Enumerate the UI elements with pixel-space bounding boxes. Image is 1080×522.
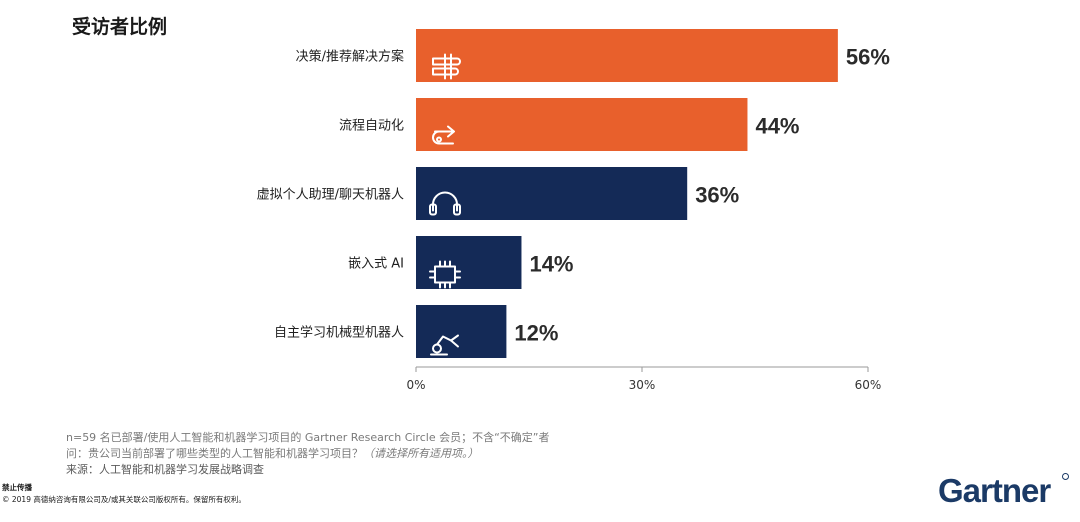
signpost-icon xyxy=(432,53,461,80)
process-arrow-icon xyxy=(432,125,455,145)
robot-arm-icon xyxy=(430,334,459,356)
value-label: 12% xyxy=(514,321,558,346)
bar xyxy=(416,98,748,151)
copyright-notice: © 2019 高德纳咨询有限公司及/或其关联公司版权所有。保留所有权利。 xyxy=(2,495,246,504)
x-tick-label: 60% xyxy=(855,378,882,392)
x-tick-label: 30% xyxy=(629,378,656,392)
bar xyxy=(416,236,522,289)
value-label: 36% xyxy=(695,183,739,208)
footnote-note: （请选择所有适用项。） xyxy=(363,447,479,460)
registered-mark-icon xyxy=(1062,473,1069,480)
distribution-restriction: 禁止传播 xyxy=(2,483,32,492)
headset-icon xyxy=(429,191,461,216)
footnote-source: 来源：人工智能和机器学习发展战略调查 xyxy=(66,463,264,476)
footnote-question: 问：贵公司当前部署了哪些类型的人工智能和机器学习项目？（请选择所有适用项。） xyxy=(66,447,479,460)
category-label: 虚拟个人助理/聊天机器人 xyxy=(257,188,404,203)
value-label: 44% xyxy=(755,114,799,139)
gartner-logo: Gartner xyxy=(938,472,1051,509)
category-label: 嵌入式 AI xyxy=(348,257,404,272)
category-label: 流程自动化 xyxy=(339,119,404,134)
chart-title: 受访者比例 xyxy=(72,16,168,38)
bar xyxy=(416,305,507,358)
footnote: n=59 名已部署/使用人工智能和机器学习项目的 Gartner Researc… xyxy=(66,430,626,478)
bar xyxy=(416,29,838,82)
x-tick-label: 0% xyxy=(406,378,425,392)
chip-icon xyxy=(429,260,461,289)
bar-chart: 决策/推荐解决方案 56% 流程自动化 44% 虚拟个人助理/聊天机器人 36% 嵌入式 A… xyxy=(257,29,890,392)
value-label: 14% xyxy=(529,252,573,277)
bar xyxy=(416,167,688,220)
value-label: 56% xyxy=(846,45,890,70)
category-label: 决策/推荐解决方案 xyxy=(296,49,404,65)
category-label: 自主学习机械型机器人 xyxy=(274,325,404,341)
footnote-sample: n=59 名已部署/使用人工智能和机器学习项目的 Gartner Researc… xyxy=(66,431,550,444)
